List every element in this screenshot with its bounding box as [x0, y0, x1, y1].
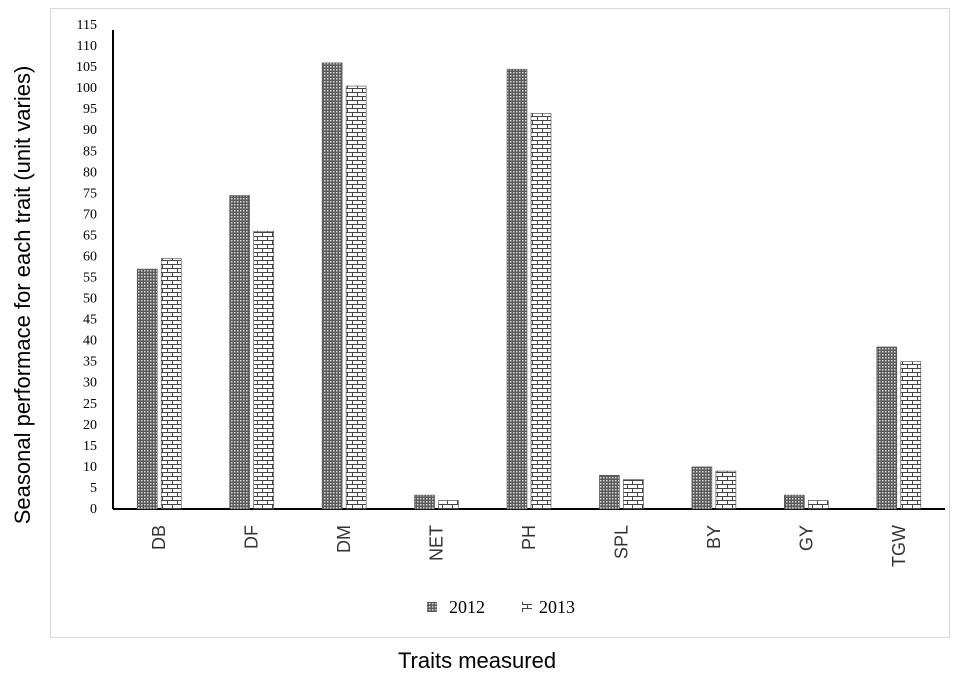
y-tick-label: 50	[83, 292, 97, 307]
x-tick-label: GY	[796, 525, 816, 551]
x-tick-group: PH	[519, 525, 539, 550]
y-tick-label: 30	[83, 376, 97, 391]
bar-2012-PH	[506, 68, 528, 510]
y-tick-label: 115	[77, 18, 97, 33]
y-axis-title: Seasonal performace for each trait (unit…	[10, 66, 35, 525]
bar-2013-BY	[715, 470, 737, 510]
x-tick-group: DM	[334, 525, 354, 553]
y-tick-label: 35	[83, 355, 97, 370]
y-tick-label: 60	[83, 249, 97, 264]
bar-2012-BY	[691, 466, 713, 510]
legend-swatch-2012	[427, 602, 437, 612]
bar-2012-DF	[229, 195, 250, 510]
y-tick-label: 110	[77, 39, 97, 54]
bar-2012-DB	[136, 268, 158, 510]
x-tick-group: TGW	[889, 525, 909, 567]
y-tick-label: 20	[83, 418, 97, 433]
y-tick-label: 45	[83, 313, 97, 328]
y-tick-label: 40	[83, 334, 97, 349]
bar-2012-SPL	[599, 475, 620, 510]
chart-frame	[50, 8, 950, 638]
bar-2013-SPL	[623, 479, 644, 510]
x-tick-label: NET	[427, 525, 447, 561]
bar-2013-PH	[530, 113, 552, 510]
y-tick-label: 25	[83, 397, 97, 412]
y-tick-label: 105	[76, 60, 97, 75]
legend-swatch-2013	[522, 602, 532, 612]
bar-2013-DB	[160, 258, 182, 510]
y-tick-label: 100	[76, 81, 97, 96]
x-tick-group: DB	[149, 525, 169, 550]
x-tick-group: DF	[242, 525, 262, 549]
x-tick-label: BY	[704, 525, 724, 549]
legend: 2012 2013	[427, 597, 575, 617]
bar-2013-TGW	[900, 361, 922, 510]
x-tick-label: DF	[242, 525, 262, 549]
x-tick-group: NET	[427, 525, 447, 561]
y-tick-label: 65	[83, 228, 97, 243]
bar-2012-TGW	[876, 346, 898, 510]
y-tick-label: 0	[90, 502, 97, 517]
legend-label-2012: 2012	[449, 597, 485, 617]
legend-label-2013: 2013	[539, 597, 575, 617]
x-tick-label: TGW	[889, 525, 909, 567]
y-tick-label: 90	[83, 123, 97, 138]
x-tick-group: GY	[796, 525, 816, 551]
axes	[112, 30, 945, 510]
bar-2012-GY	[784, 494, 805, 510]
x-tick-group: BY	[704, 525, 724, 549]
y-tick-label: 95	[83, 102, 97, 117]
y-ticks: 0 5 10 15 20 25 30 35 40 45 50 55 60 65 70 75 80 85 90 95 10…	[76, 18, 97, 517]
y-tick-label: 85	[83, 144, 97, 159]
x-tick-label: DM	[334, 525, 354, 553]
x-axis-label: Traits measured	[397, 648, 557, 673]
bars	[136, 62, 922, 510]
y-tick-label: 75	[83, 186, 97, 201]
x-tick-label: DB	[149, 525, 169, 550]
x-tick-label: PH	[519, 525, 539, 550]
bar-2013-GY	[808, 500, 829, 510]
y-tick-label: 10	[83, 460, 97, 475]
y-axis-label: Seasonal performace for each trait (unit…	[10, 66, 35, 525]
bar-2013-NET	[438, 500, 459, 510]
y-tick-label: 80	[83, 165, 97, 180]
y-tick-label: 5	[90, 481, 97, 496]
x-tick-group: SPL	[611, 525, 631, 559]
bar-2013-DF	[253, 230, 274, 510]
x-tick-label: SPL	[611, 525, 631, 559]
bar-2012-NET	[414, 494, 435, 510]
bar-2012-DM	[321, 62, 343, 510]
x-category-labels: DB DF DM NET PH SPL BY GY TGW	[149, 525, 909, 567]
y-tick-label: 55	[83, 271, 97, 286]
bar-2013-DM	[345, 85, 367, 510]
y-tick-label: 15	[83, 439, 97, 454]
y-tick-label: 70	[83, 207, 97, 222]
